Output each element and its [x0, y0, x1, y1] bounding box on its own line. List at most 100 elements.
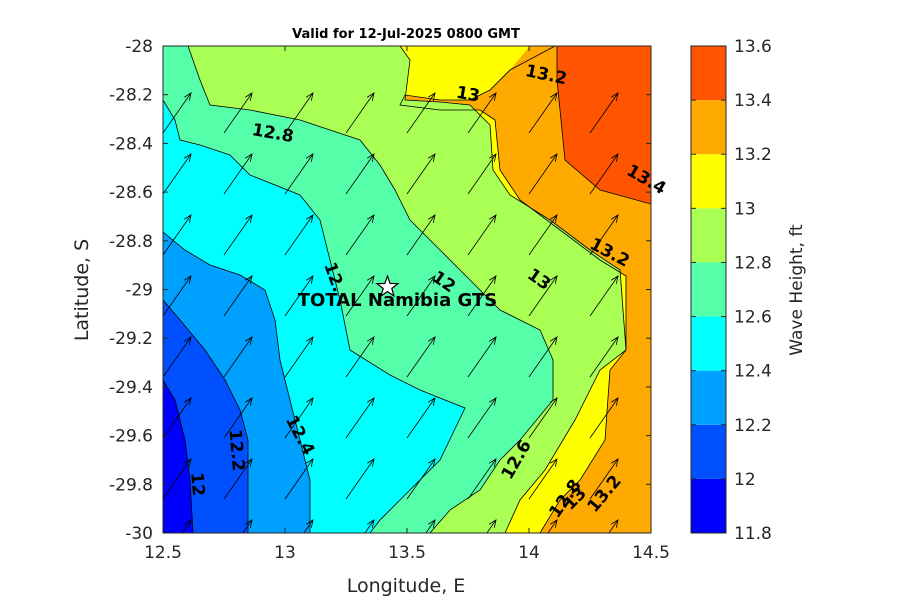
colorbar: 11.8 12 12.2 12.4 12.6 12.8 13 13.2 13.4 13.6 — [690, 37, 772, 544]
chart-title: Valid for 12-Jul-2025 0800 GMT — [292, 27, 520, 42]
colorbar-tick-label: 11.8 — [734, 524, 772, 544]
wave-arrow — [589, 397, 619, 439]
wave-arrow — [650, 254, 651, 255]
wave-arrow — [163, 275, 192, 317]
wave-arrow — [528, 92, 558, 134]
wave-arrow — [528, 214, 558, 256]
y-tick-label: -28.4 — [109, 134, 153, 154]
wave-arrow — [467, 336, 497, 378]
wave-arrow — [345, 275, 375, 317]
wave-arrow — [406, 336, 436, 378]
x-axis-label: Longitude, E — [347, 575, 466, 597]
x-tick-label: 14 — [518, 543, 540, 563]
x-tick-label: 14.5 — [632, 543, 670, 563]
wave-arrow — [224, 581, 252, 600]
wave-arrow — [284, 397, 314, 439]
colorbar-band — [691, 424, 726, 479]
wave-arrow — [223, 275, 253, 317]
wave-arrow — [486, 519, 497, 533]
wave-arrow — [467, 458, 497, 500]
wave-arrow — [223, 214, 253, 256]
wave-arrow — [284, 153, 314, 195]
wave-arrow — [651, 581, 679, 600]
wave-arrow — [467, 153, 497, 195]
wave-arrow — [528, 275, 558, 317]
x-tick-label: 12.5 — [144, 543, 182, 563]
site-label: TOTAL Namibia GTS — [298, 290, 497, 311]
site-star-icon — [375, 274, 400, 298]
wave-arrow — [284, 92, 314, 134]
colorbar-band — [691, 262, 726, 317]
wave-arrow — [345, 92, 375, 134]
y-tick-label: -28 — [125, 37, 153, 57]
colorbar-label: Wave Height, ft — [787, 224, 807, 356]
wave-arrow — [242, 519, 253, 533]
wave-arrow — [650, 376, 651, 377]
wave-arrow — [406, 153, 436, 195]
wave-arrow — [223, 153, 253, 195]
colorbar-band — [691, 208, 726, 263]
wave-arrow — [406, 397, 436, 439]
wave-arrow — [284, 336, 314, 378]
wave-arrow — [223, 458, 253, 500]
wave-arrow — [650, 437, 651, 438]
wave-arrow — [223, 92, 253, 134]
wave-arrow — [345, 153, 375, 195]
wave-arrow — [284, 214, 314, 256]
wave-arrow — [284, 458, 314, 500]
wave-arrow — [589, 92, 619, 134]
wave-arrow — [467, 397, 497, 439]
wave-arrow — [589, 336, 619, 378]
y-tick-label: -30 — [125, 524, 153, 544]
colorbar-band — [691, 154, 726, 209]
wave-arrow — [364, 519, 375, 533]
band-13.4-13.6 — [557, 46, 651, 204]
y-tick-label: -28.8 — [109, 232, 153, 252]
colorbar-tick-label: 12.4 — [734, 362, 772, 382]
wave-arrow — [650, 132, 651, 133]
wave-arrow — [345, 397, 375, 439]
wave-arrow — [345, 458, 375, 500]
x-tick-label: 13 — [274, 543, 296, 563]
colorbar-band — [691, 370, 726, 425]
wave-arrow — [406, 275, 436, 317]
y-tick-label: -29 — [125, 281, 153, 301]
wave-arrow — [163, 153, 192, 195]
wave-arrow — [406, 214, 436, 256]
colorbar-tick-label: 12.2 — [734, 416, 772, 436]
wave-arrow — [468, 581, 496, 600]
contour-label: 12.2 — [224, 428, 248, 472]
colorbar-band — [691, 478, 726, 533]
wave-arrow — [528, 397, 558, 439]
wave-arrow — [345, 214, 375, 256]
wave-arrow — [163, 214, 192, 256]
colorbar-tick-label: 13.6 — [734, 37, 772, 57]
y-ticks: -28 -28.2 -28.4 -28.6 -28.8 -29 -29.2 -29.4 -29.… — [109, 37, 651, 544]
x-ticks: 12.5 13 13.5 14 14.5 — [144, 46, 670, 563]
colorbar-band — [691, 316, 726, 371]
wave-arrow — [303, 519, 314, 533]
y-tick-label: -29.8 — [109, 475, 153, 495]
wave-arrow — [345, 336, 375, 378]
colorbar-band — [691, 100, 726, 155]
wave-arrow — [650, 315, 651, 316]
wave-arrow — [285, 581, 313, 600]
wave-arrow — [608, 519, 619, 533]
wave-arrow — [163, 397, 192, 439]
wave-arrow — [406, 92, 436, 134]
colorbar-band — [691, 46, 726, 101]
wave-arrow — [528, 153, 558, 195]
x-tick-label: 13.5 — [388, 543, 426, 563]
y-axis-label: Latitude, S — [71, 239, 93, 341]
wave-arrow — [467, 214, 497, 256]
colorbar-tick-label: 13 — [734, 199, 756, 219]
wave-arrow — [528, 458, 558, 500]
wave-arrow — [406, 458, 436, 500]
y-tick-label: -28.2 — [109, 86, 153, 106]
wave-arrow — [467, 92, 497, 134]
wave-arrow — [589, 458, 619, 500]
contour-label: 13 — [455, 83, 482, 107]
colorbar-frame — [690, 45, 727, 534]
wave-arrow — [529, 581, 557, 600]
